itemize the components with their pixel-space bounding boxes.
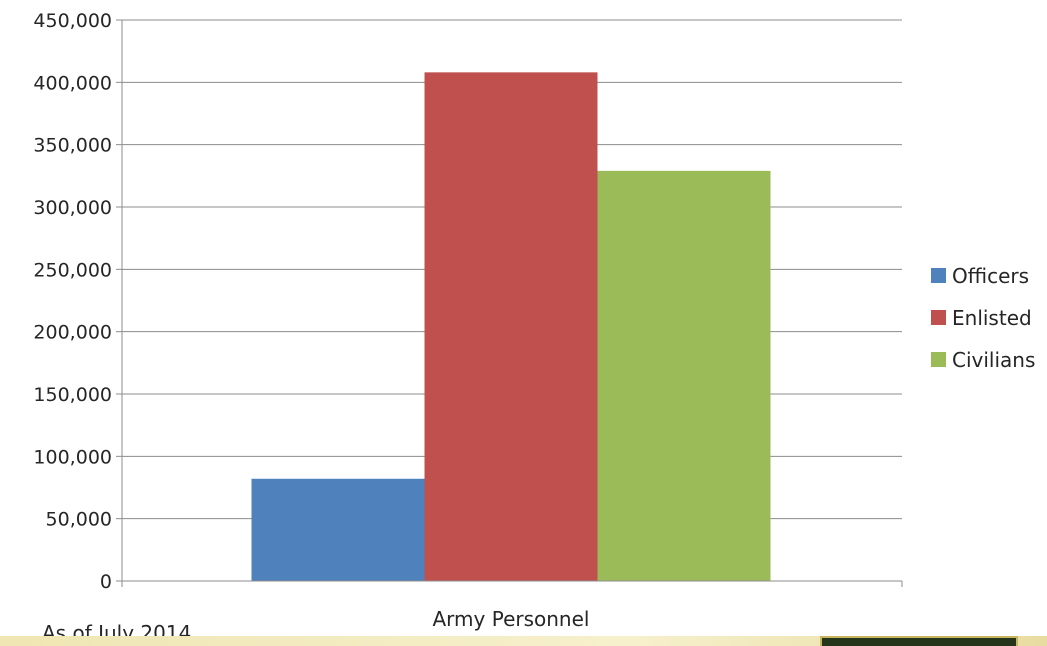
y-tick-label: 450,000 xyxy=(33,10,112,32)
bar-officers xyxy=(251,478,425,581)
x-category-label: Army Personnel xyxy=(433,607,590,631)
axes xyxy=(121,20,903,587)
y-axis-ticks: 0 50,000 100,000 150,000 200,000 250,000 300,0… xyxy=(33,10,112,593)
legend-swatch-civilians xyxy=(931,352,946,367)
legend-swatch-officers xyxy=(931,268,946,283)
bars xyxy=(251,72,771,582)
legend-label-enlisted: Enlisted xyxy=(952,306,1032,330)
y-tick-label: 200,000 xyxy=(33,322,112,344)
legend-label-civilians: Civilians xyxy=(952,348,1035,372)
y-tick-label: 300,000 xyxy=(33,197,112,219)
footer-strip xyxy=(0,636,1047,646)
y-tick-label: 250,000 xyxy=(33,259,112,281)
legend-swatch-enlisted xyxy=(931,310,946,325)
y-tick-label: 400,000 xyxy=(33,72,112,94)
organization-logo xyxy=(820,636,1018,646)
legend-label-officers: Officers xyxy=(952,264,1029,288)
legend: Officers Enlisted Civilians xyxy=(931,264,1035,372)
y-tick-label: 50,000 xyxy=(46,509,112,531)
bar-civilians xyxy=(597,170,771,581)
x-axis-categories: Army Personnel xyxy=(433,607,590,631)
y-tick-label: 100,000 xyxy=(33,446,112,468)
bar-enlisted xyxy=(424,72,598,582)
y-tick-label: 150,000 xyxy=(33,384,112,406)
y-tick-label: 350,000 xyxy=(33,135,112,157)
y-tick-label: 0 xyxy=(100,571,112,593)
